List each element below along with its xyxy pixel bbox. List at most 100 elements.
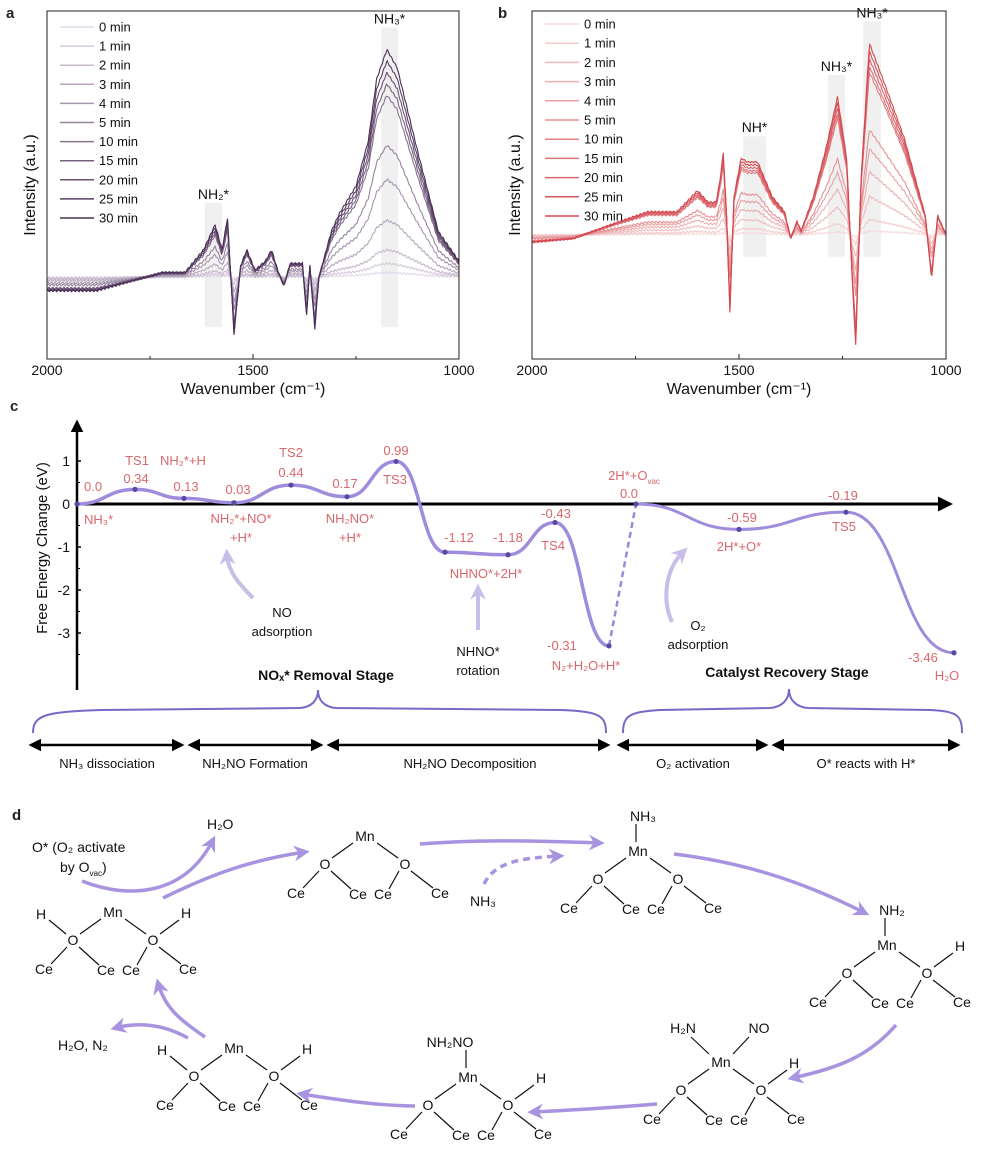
- x-tick-label: 1500: [237, 362, 268, 378]
- bond: [683, 885, 707, 904]
- spectrum-line-5-min: [46, 145, 460, 311]
- atom-mn: Mn: [628, 843, 647, 859]
- atom-o: O: [68, 932, 79, 948]
- energy-point: [231, 500, 237, 506]
- band-shade: [743, 136, 766, 257]
- bond: [732, 1068, 755, 1085]
- atom-o: O: [503, 1097, 514, 1113]
- atom-o: O: [922, 965, 933, 981]
- atom-ce: Ce: [871, 995, 889, 1011]
- atom-ce: Ce: [179, 961, 197, 977]
- bond: [158, 946, 182, 965]
- atom-ce: Ce: [390, 1126, 408, 1142]
- energy-point: [344, 494, 350, 500]
- atom-ce: Ce: [809, 994, 827, 1010]
- label-ts1: TS1: [125, 453, 149, 468]
- chart-b: NH* NH₃* NH₃* 0 min 1 min 2 min 3 min 4 min 5 mi…: [507, 5, 962, 398]
- arrow-h2o-release-icon: [81, 835, 216, 893]
- label-nh2-h: NH₂*+H: [160, 453, 206, 468]
- label-nh3-star: NH₃*: [84, 512, 113, 527]
- bond: [124, 918, 147, 935]
- ligand-h2n: H₂N: [670, 1020, 696, 1036]
- reaction-scheme: Mn O O Ce Ce Ce Ce Mn O O Ce Ce Ce Ce NH₃ Mn O O Ce Ce Ce Ce H…: [32, 808, 971, 1143]
- spectrum-line-3-min: [46, 218, 460, 293]
- atom-h: H: [302, 1041, 312, 1057]
- panel-label-b: b: [498, 5, 507, 22]
- band-label: NH₃*: [374, 11, 406, 27]
- bond: [575, 885, 593, 904]
- label-nh2-no-h: +H*: [230, 530, 252, 545]
- bond: [78, 946, 100, 966]
- atom-ce: Ce: [704, 900, 722, 916]
- label-nhno-2h: NHNO*+2H*: [450, 566, 523, 581]
- o-star-label-line2: by Ovac): [60, 859, 107, 878]
- atom-o: O: [400, 856, 411, 872]
- phase-nh3-dissociation: NH₃ dissociation: [59, 756, 155, 771]
- label-minus-1-18: -1.18: [493, 530, 523, 545]
- label-2h-ovac: 2H*+Ovac: [608, 468, 660, 486]
- o2-adsorption-arrow-icon: [664, 547, 688, 623]
- atom-ce: Ce: [560, 900, 578, 916]
- o-star-label-line1: O* (O₂ activate: [32, 839, 126, 855]
- ligand-nh2: NH₂: [879, 902, 905, 918]
- atom-ce: Ce: [647, 901, 665, 917]
- y-axis-title: Free Energy Change (eV): [34, 462, 51, 634]
- annotation-o2-adsorption: adsorption: [668, 637, 729, 652]
- x-axis-title: Wavenumber (cm⁻¹): [667, 381, 812, 398]
- bond: [767, 1069, 788, 1085]
- atom-ce: Ce: [374, 886, 392, 902]
- bond: [50, 946, 68, 965]
- atom-ce: Ce: [622, 901, 640, 917]
- label-n2-h2o-h: N₂+H₂O+H*: [552, 658, 621, 673]
- bond: [661, 885, 673, 905]
- x-tick-label: 2000: [516, 362, 547, 378]
- bond: [434, 1083, 457, 1100]
- bond: [766, 1096, 790, 1115]
- atom-ce: Ce: [896, 995, 914, 1011]
- atom-mn: Mn: [711, 1054, 730, 1070]
- energy-profile-recovery-line: [635, 502, 955, 655]
- label-minus-0-43: -0.43: [541, 506, 571, 521]
- annotation-no: NO: [272, 605, 292, 620]
- atom-o: O: [189, 1068, 200, 1084]
- y-axis-title: Intensity (a.u.): [507, 134, 524, 235]
- spectrum-line-4-min: [531, 148, 947, 285]
- band-label: NH₃*: [856, 5, 888, 21]
- bond: [852, 979, 874, 999]
- atom-mn: Mn: [458, 1069, 477, 1085]
- atom-ce: Ce: [97, 962, 115, 978]
- atom-o: O: [148, 932, 159, 948]
- bond: [136, 946, 148, 966]
- bond: [824, 979, 842, 998]
- x-tick-label: 1000: [930, 362, 961, 378]
- atom-mn: Mn: [355, 828, 374, 844]
- label-minus-3-46: -3.46: [908, 650, 938, 665]
- band-label: NH₃*: [821, 58, 853, 74]
- bond: [405, 1111, 423, 1130]
- energy-point: [74, 501, 80, 507]
- y-tick-label: -3: [58, 625, 71, 641]
- spectrum-line-30-min: [531, 43, 947, 345]
- bond: [744, 1096, 756, 1116]
- bond: [48, 919, 67, 935]
- label-0-44: 0.44: [278, 465, 303, 480]
- annotation-rotation: rotation: [456, 663, 499, 678]
- arrow-nh2no-formation-icon: [527, 1102, 658, 1120]
- x-axis-title: Wavenumber (cm⁻¹): [181, 381, 326, 398]
- atom-ce: Ce: [534, 1126, 552, 1142]
- atom-h: H: [181, 905, 191, 921]
- legend-label: 1 min: [99, 39, 131, 54]
- atom-ce: Ce: [243, 1098, 261, 1114]
- label-ts4: TS4: [541, 538, 565, 553]
- arrow-nh3-adsorption-icon: [419, 834, 605, 851]
- atom-ce: Ce: [300, 1097, 318, 1113]
- legend-label: 25 min: [99, 191, 138, 206]
- label-0-0-recovery: 0.0: [620, 486, 638, 501]
- annotation-nhno: NHNO*: [456, 644, 499, 659]
- bond: [302, 870, 320, 889]
- energy-point: [736, 526, 742, 532]
- atom-h: H: [157, 1042, 167, 1058]
- bond: [658, 1096, 676, 1115]
- atom-h: H: [536, 1070, 546, 1086]
